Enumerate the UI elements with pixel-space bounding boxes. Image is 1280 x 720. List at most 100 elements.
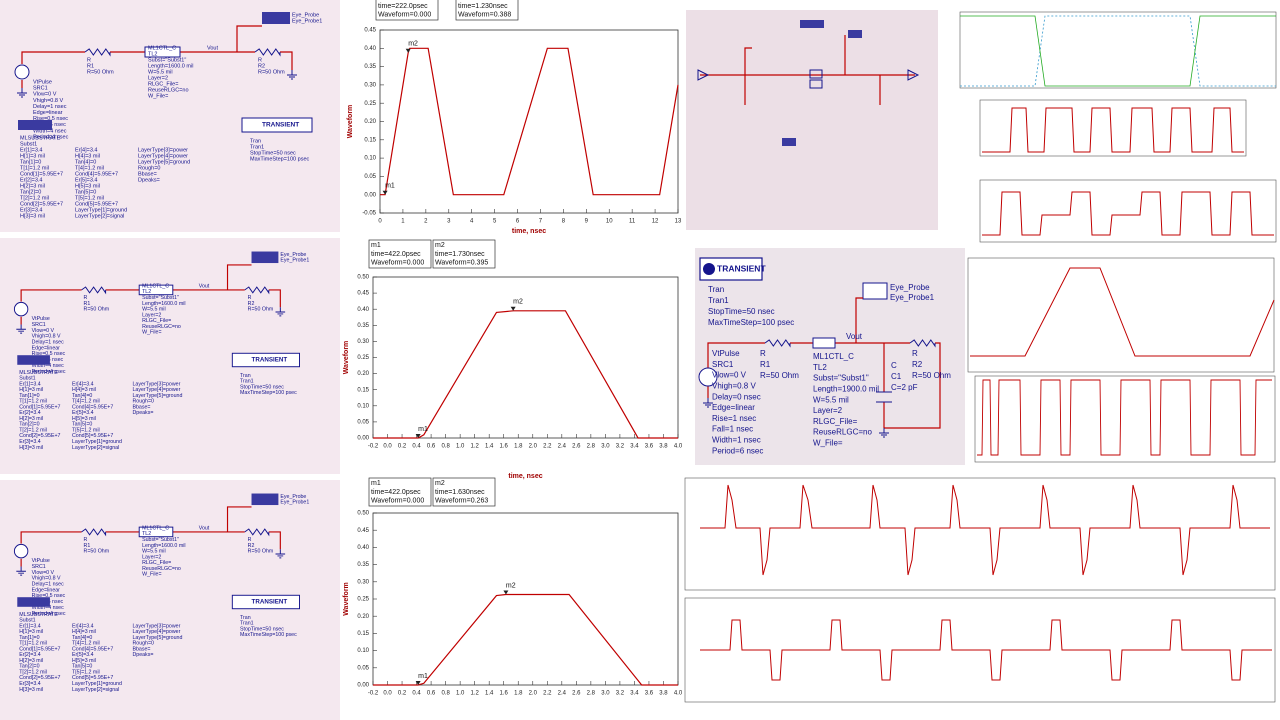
resistor bbox=[84, 48, 111, 57]
y-tick-label: 0.10 bbox=[364, 156, 376, 162]
schematic-text: Cond[2]=5.95E+7 bbox=[20, 201, 63, 207]
port bbox=[907, 69, 920, 81]
controller-icon bbox=[699, 257, 763, 281]
schematic-text: LayerType[5]=ground bbox=[138, 159, 190, 165]
schematic-text: Er[1]=3.4 bbox=[19, 381, 41, 387]
probe-icon bbox=[251, 251, 279, 264]
resistor bbox=[244, 528, 270, 537]
schematic-text: Tran1 bbox=[240, 379, 254, 385]
schematic-text: StopTime=50 nsec bbox=[708, 307, 775, 316]
schematic-text: RLGC_File= bbox=[148, 81, 178, 87]
schematic-text: T[2]=1.2 mil bbox=[19, 427, 47, 433]
y-tick-label: 0.05 bbox=[357, 419, 369, 425]
x-tick-label: 0.0 bbox=[383, 444, 392, 450]
x-tick-label: 2.8 bbox=[587, 691, 596, 697]
marker-readout-label: m1 bbox=[371, 480, 381, 487]
x-tick-label: 3.2 bbox=[616, 691, 625, 697]
x-tick-label: 4.0 bbox=[674, 691, 683, 697]
marker bbox=[503, 590, 509, 595]
schematic-text: LayerType[3]=power bbox=[138, 147, 188, 153]
y-tick-label: 0.35 bbox=[357, 323, 369, 329]
resistor bbox=[909, 339, 936, 348]
x-tick-label: 1.0 bbox=[456, 444, 465, 450]
x-tick-label: 13 bbox=[675, 219, 682, 225]
x-tick-label: 0.6 bbox=[427, 691, 436, 697]
schematic-text: ML1CTL_C bbox=[142, 283, 169, 289]
schematic-text: Er[2]=3.4 bbox=[19, 410, 41, 416]
y-tick-label: 0.10 bbox=[357, 648, 369, 654]
schematic-text: T[5]=1.2 mil bbox=[72, 427, 100, 433]
schematic-text: W=5.5 mil bbox=[813, 395, 849, 404]
schematic-text: H[4]=3 mil bbox=[75, 153, 100, 159]
x-tick-label: 2.4 bbox=[558, 444, 567, 450]
plot-frame bbox=[979, 99, 1247, 157]
y-tick-label: 0.15 bbox=[357, 387, 369, 393]
schematic-text: Tan[1]=0 bbox=[20, 159, 41, 165]
schematic-text: Dpeaks= bbox=[138, 177, 160, 183]
schematic-text: T[1]=1.2 mil bbox=[19, 399, 47, 405]
schematic-text: Tran bbox=[250, 138, 261, 144]
schematic-text: Eye_Probe1 bbox=[890, 293, 935, 302]
schematic-text: R2 bbox=[248, 301, 255, 307]
schematic-text: T[4]=1.2 mil bbox=[72, 641, 100, 647]
x-tick-label: 2.0 bbox=[529, 444, 538, 450]
schematic-text: Vhigh=0.8 V bbox=[32, 334, 61, 340]
schematic-text: SRC1 bbox=[32, 564, 46, 570]
schematic-text: Er[1]=3.4 bbox=[19, 623, 41, 629]
wire bbox=[226, 264, 252, 290]
resistor bbox=[81, 528, 107, 537]
ground bbox=[275, 549, 286, 559]
ground bbox=[703, 398, 713, 408]
schematic-text: Length=1600.0 mil bbox=[142, 301, 185, 307]
y-tick-label: 0.45 bbox=[357, 291, 369, 297]
schematic-panel bbox=[695, 248, 965, 465]
x-tick-label: 11 bbox=[629, 219, 636, 225]
x-tick-label: 12 bbox=[652, 219, 659, 225]
y-tick-label: 0.00 bbox=[357, 683, 369, 689]
x-tick-label: 0.2 bbox=[398, 691, 407, 697]
marker-readout bbox=[375, 0, 439, 21]
schematic-panel bbox=[0, 0, 340, 232]
x-tick-label: 1.6 bbox=[500, 691, 509, 697]
x-tick-label: 0.0 bbox=[383, 691, 392, 697]
schematic-text: Layer=2 bbox=[142, 312, 161, 318]
schematic-text: R=50 Ohm bbox=[84, 549, 110, 555]
schematic-text: LayerType[4]=power bbox=[138, 153, 188, 159]
schematic-text: TRANSIENT bbox=[252, 357, 288, 364]
trace bbox=[977, 379, 1272, 456]
schematic-text: R bbox=[258, 57, 262, 63]
schematic-text: TL2 bbox=[813, 363, 827, 372]
x-tick-label: 1.2 bbox=[470, 691, 479, 697]
x-tick-label: 3.2 bbox=[616, 444, 625, 450]
y-tick-label: 0.45 bbox=[364, 28, 376, 34]
schematic-text: MaxTimeStep=100 psec bbox=[250, 156, 310, 162]
x-tick-label: 5 bbox=[493, 219, 497, 225]
port bbox=[697, 69, 710, 81]
schematic-text: Eye_Probe bbox=[280, 252, 306, 258]
wire bbox=[744, 47, 752, 75]
schematic-text: TL2 bbox=[142, 289, 151, 295]
schematic-text: Cond[5]=5.95E+7 bbox=[75, 201, 118, 207]
component bbox=[809, 69, 823, 79]
schematic-text: LayerType[2]=signal bbox=[75, 213, 124, 219]
schematic-text: R=50 Ohm bbox=[248, 307, 274, 313]
schematic-text: ReuseRLGC=no bbox=[142, 566, 181, 572]
wire bbox=[280, 51, 293, 70]
x-tick-label: 3.8 bbox=[659, 691, 668, 697]
schematic-text: RLGC_File= bbox=[813, 417, 858, 426]
marker-readout-label: m2 bbox=[435, 480, 445, 487]
schematic-text: R=50 Ohm bbox=[760, 371, 799, 380]
schematic-text: VtPulse bbox=[32, 558, 50, 564]
marker-label: m1 bbox=[418, 426, 428, 433]
schematic-text: R bbox=[84, 537, 88, 543]
schematic-text: Bbase= bbox=[132, 404, 150, 410]
schematic-text: Tan[4]=0 bbox=[75, 159, 96, 165]
schematic-text: SRC1 bbox=[712, 360, 734, 369]
schematic-text: R bbox=[912, 349, 918, 358]
schematic-sketch bbox=[697, 20, 920, 146]
schematic-text: LayerType[2]=signal bbox=[72, 445, 119, 451]
x-tick-label: 0.4 bbox=[412, 444, 421, 450]
resistor bbox=[244, 286, 270, 295]
schematic-text: Tan[1]=0 bbox=[19, 393, 39, 399]
schematic-text: W=5.5 mil bbox=[142, 549, 166, 555]
